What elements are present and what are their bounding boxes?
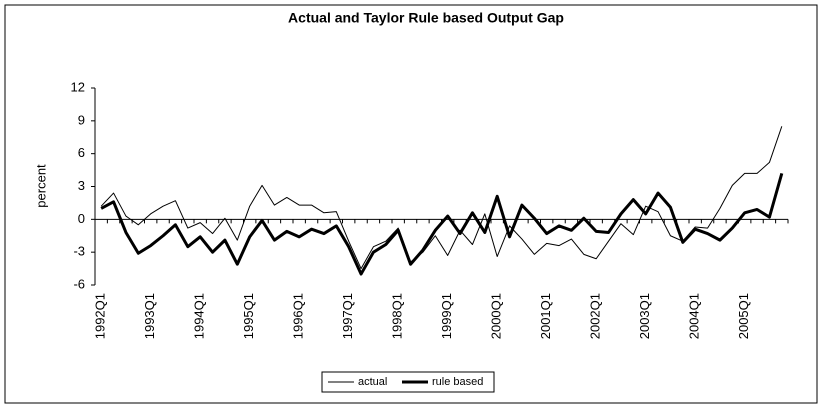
x-tick-label: 2001Q1 xyxy=(538,293,553,339)
series-line xyxy=(100,126,783,270)
x-tick-label: 1993Q1 xyxy=(142,293,157,339)
chart-title: Actual and Taylor Rule based Output Gap xyxy=(288,10,564,26)
y-tick-label: 12 xyxy=(71,79,85,94)
x-tick-label: 1998Q1 xyxy=(390,293,405,339)
y-axis-label: percent xyxy=(33,164,48,208)
x-tick-label: 1996Q1 xyxy=(291,293,306,339)
x-tick-label: 1992Q1 xyxy=(93,293,108,339)
y-tick-label: 3 xyxy=(78,178,85,193)
x-tick-label: 1997Q1 xyxy=(340,293,355,339)
y-tick-label: 0 xyxy=(78,211,85,226)
y-tick-label: 9 xyxy=(78,112,85,127)
legend-label: actual xyxy=(358,376,387,388)
y-tick-label: -6 xyxy=(73,276,85,291)
x-tick-label: 2004Q1 xyxy=(687,293,702,339)
y-tick-label: 6 xyxy=(78,145,85,160)
x-tick-label: 1994Q1 xyxy=(192,293,207,339)
legend-label: rule based xyxy=(432,376,483,388)
y-tick-label: -3 xyxy=(73,244,85,259)
x-tick-label: 2002Q1 xyxy=(588,293,603,339)
x-tick-label: 1995Q1 xyxy=(241,293,256,339)
x-tick-label: 1999Q1 xyxy=(439,293,454,339)
series-line xyxy=(100,172,784,276)
x-tick-label: 2003Q1 xyxy=(637,293,652,339)
chart-border xyxy=(4,4,818,404)
x-tick-label: 2005Q1 xyxy=(736,293,751,339)
x-tick-label: 2000Q1 xyxy=(489,293,504,339)
